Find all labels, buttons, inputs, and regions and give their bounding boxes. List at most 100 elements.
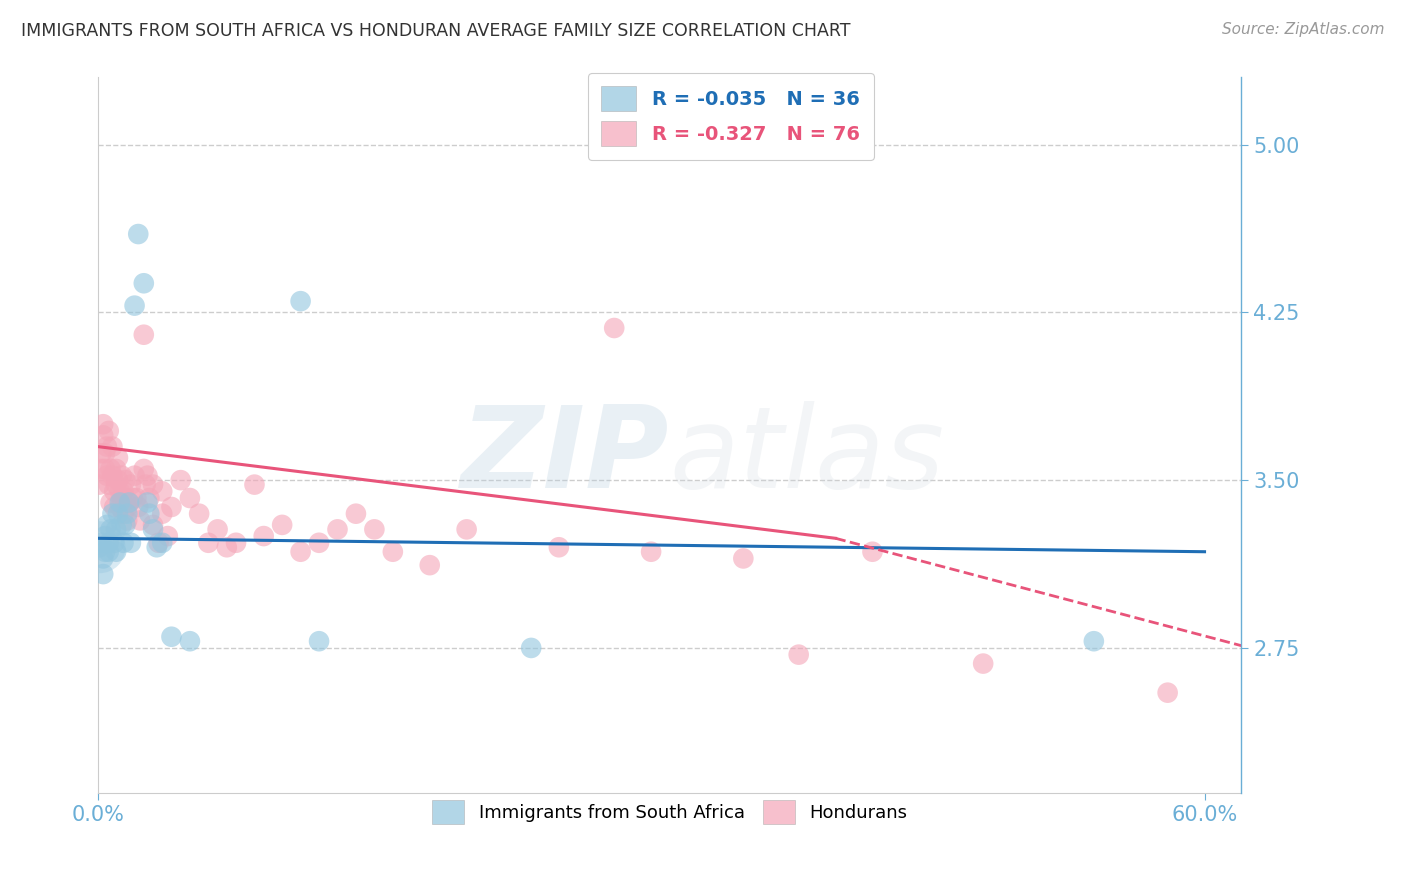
Legend: Immigrants from South Africa, Hondurans: Immigrants from South Africa, Hondurans <box>420 789 918 834</box>
Point <box>138 491 160 505</box>
Point <box>381 545 404 559</box>
Point <box>112 507 135 521</box>
Point <box>225 535 247 549</box>
Point <box>640 545 662 559</box>
Point <box>114 517 136 532</box>
Point <box>197 535 219 549</box>
Point <box>150 535 173 549</box>
Point <box>419 558 441 573</box>
Point <box>91 417 114 432</box>
Point <box>132 462 155 476</box>
Point <box>115 513 138 527</box>
Point <box>290 545 312 559</box>
Point <box>101 440 124 454</box>
Point <box>90 446 112 460</box>
Point <box>97 424 120 438</box>
Point <box>94 446 117 460</box>
Point <box>733 551 755 566</box>
Text: IMMIGRANTS FROM SOUTH AFRICA VS HONDURAN AVERAGE FAMILY SIZE CORRELATION CHART: IMMIGRANTS FROM SOUTH AFRICA VS HONDURAN… <box>21 22 851 40</box>
Point <box>118 495 141 509</box>
Point <box>188 507 211 521</box>
Point <box>127 500 149 514</box>
Point <box>142 517 165 532</box>
Point <box>142 477 165 491</box>
Point <box>170 473 193 487</box>
Point <box>862 545 884 559</box>
Point <box>91 428 114 442</box>
Point <box>142 522 165 536</box>
Point <box>547 541 569 555</box>
Point <box>90 462 112 476</box>
Point <box>136 495 159 509</box>
Point <box>787 648 810 662</box>
Point <box>114 473 136 487</box>
Point <box>105 462 128 476</box>
Point <box>135 477 157 491</box>
Point <box>101 507 124 521</box>
Point <box>100 522 122 536</box>
Point <box>97 535 120 549</box>
Point <box>179 634 201 648</box>
Point <box>111 468 134 483</box>
Point <box>148 535 170 549</box>
Point <box>121 491 143 505</box>
Point <box>290 294 312 309</box>
Point <box>129 513 152 527</box>
Point <box>243 477 266 491</box>
Point <box>107 450 129 465</box>
Point <box>127 227 149 241</box>
Point <box>103 484 125 499</box>
Point <box>456 522 478 536</box>
Point <box>145 541 167 555</box>
Point <box>108 484 131 499</box>
Text: atlas: atlas <box>669 401 945 512</box>
Point <box>120 477 142 491</box>
Point <box>118 495 141 509</box>
Point <box>112 535 135 549</box>
Point <box>125 491 148 505</box>
Point <box>103 535 125 549</box>
Point <box>132 327 155 342</box>
Point <box>97 477 120 491</box>
Point <box>308 535 330 549</box>
Point <box>94 462 117 476</box>
Point <box>101 468 124 483</box>
Point <box>91 567 114 582</box>
Point <box>124 468 146 483</box>
Point <box>114 491 136 505</box>
Point <box>1083 634 1105 648</box>
Point <box>179 491 201 505</box>
Point <box>100 462 122 476</box>
Point <box>89 541 111 555</box>
Text: ZIP: ZIP <box>461 401 669 512</box>
Point <box>89 541 111 555</box>
Point <box>97 545 120 559</box>
Text: Source: ZipAtlas.com: Source: ZipAtlas.com <box>1222 22 1385 37</box>
Point <box>136 468 159 483</box>
Point <box>105 522 128 536</box>
Point <box>124 299 146 313</box>
Point <box>96 440 118 454</box>
Point <box>107 507 129 521</box>
Point <box>308 634 330 648</box>
Point <box>89 477 111 491</box>
Point <box>108 500 131 514</box>
Point <box>107 473 129 487</box>
Point <box>150 507 173 521</box>
Point <box>112 484 135 499</box>
Point <box>207 522 229 536</box>
Point <box>363 522 385 536</box>
Point <box>111 491 134 505</box>
Point <box>94 545 117 559</box>
Point <box>1156 686 1178 700</box>
Point <box>138 507 160 521</box>
Point <box>91 551 114 566</box>
Point <box>253 529 276 543</box>
Point <box>111 517 134 532</box>
Point <box>96 468 118 483</box>
Point <box>108 495 131 509</box>
Point <box>90 535 112 549</box>
Point <box>96 517 118 532</box>
Point <box>100 495 122 509</box>
Point <box>603 321 626 335</box>
